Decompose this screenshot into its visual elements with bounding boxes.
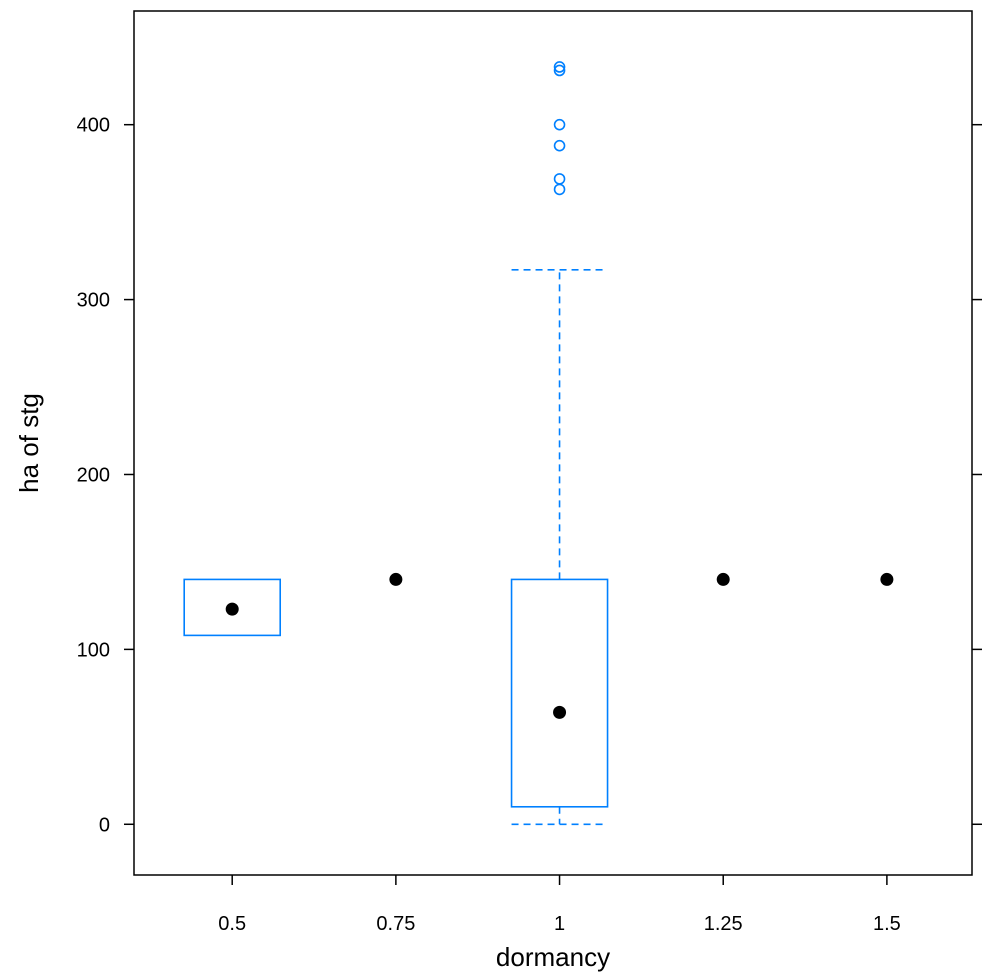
median-marker xyxy=(880,572,894,586)
x-axis: 0.5 0.75 1 1.25 1.5 xyxy=(218,875,901,935)
y-tick-label: 400 xyxy=(77,115,110,137)
y-axis-label: ha of stg xyxy=(14,393,44,493)
y-tick-label: 0 xyxy=(99,814,110,836)
y-tick-label: 200 xyxy=(77,464,110,486)
x-tick-label: 1.5 xyxy=(873,913,901,935)
box-group xyxy=(389,572,403,586)
box-group xyxy=(716,572,730,586)
y-tick-label: 100 xyxy=(77,639,110,661)
outlier-point xyxy=(553,139,566,152)
outlier-point xyxy=(553,183,566,196)
x-tick-label: 0.5 xyxy=(218,913,246,935)
median-marker xyxy=(716,572,730,586)
median-marker xyxy=(553,705,567,719)
box-iqr xyxy=(183,578,282,637)
box-group xyxy=(880,572,894,586)
outlier-point xyxy=(553,61,566,73)
outlier-point xyxy=(553,64,566,77)
y-axis: 0 100 200 300 400 xyxy=(77,115,982,836)
median-marker xyxy=(389,572,403,586)
box-group xyxy=(510,61,609,826)
box-iqr xyxy=(510,578,609,808)
y-tick-label: 300 xyxy=(77,290,110,312)
box-group xyxy=(183,578,282,637)
outlier-point xyxy=(553,118,566,131)
box-series xyxy=(183,61,894,826)
x-tick-label: 1 xyxy=(554,913,565,935)
median-marker xyxy=(225,602,239,616)
x-tick-label: 1.25 xyxy=(704,913,743,935)
plot-frame xyxy=(133,10,973,876)
x-axis-label: dormancy xyxy=(496,942,610,972)
outlier-point xyxy=(553,173,566,185)
x-tick-label: 0.75 xyxy=(376,913,415,935)
